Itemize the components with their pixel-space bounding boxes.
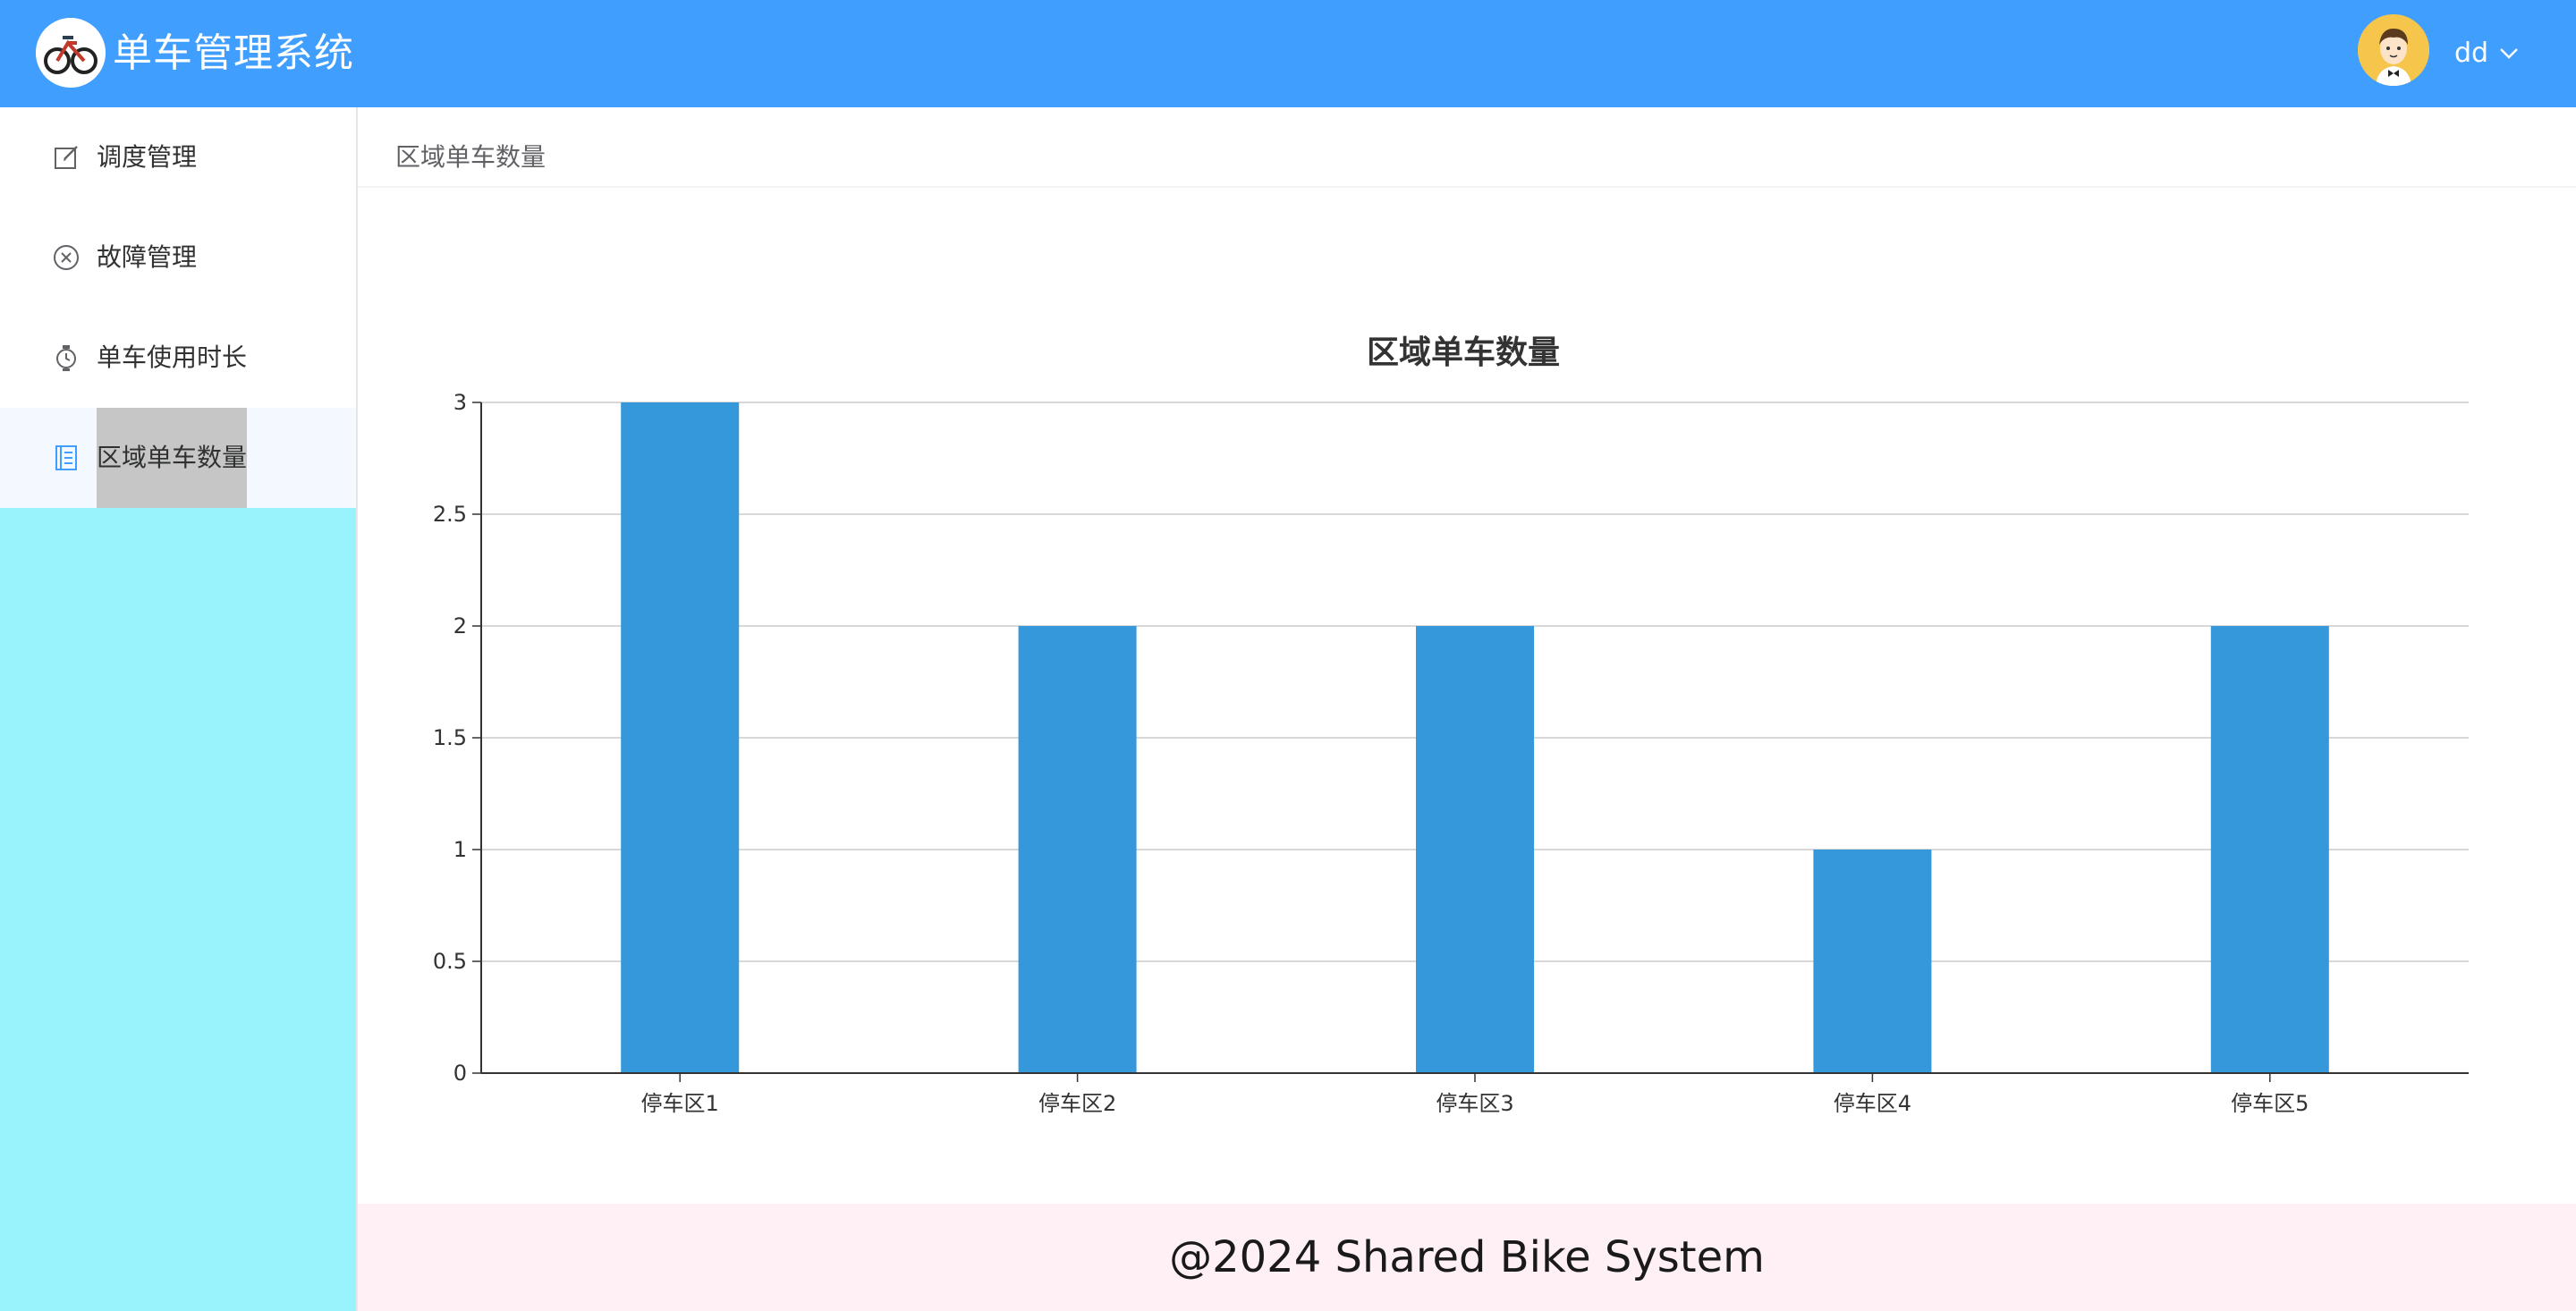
user-avatar-icon[interactable] [2358,14,2429,86]
x-tick-label: 停车区2 [1038,1091,1116,1116]
x-tick-label: 停车区1 [641,1091,719,1116]
y-tick-label: 2.5 [433,502,467,527]
y-tick-label: 0.5 [433,949,467,974]
footer-text: @2024 Shared Bike System [1169,1232,1765,1282]
chart-axes [472,402,2469,1082]
x-tick-label: 停车区5 [2231,1091,2309,1116]
y-tick-label: 1.5 [433,725,467,750]
bar-chart: 区域单车数量 0 0.5 1 1.5 2 2.5 3 停车区1 停车区2 停车区3 停车区4 停车区… [358,107,2576,1204]
notebook-icon [52,444,80,472]
user-name[interactable]: dd [2454,38,2489,69]
chart-x-tick-labels: 停车区1 停车区2 停车区3 停车区4 停车区5 [641,1091,2309,1116]
sidebar-item-dispatch[interactable]: 调度管理 [0,107,356,207]
sidebar-item-fault[interactable]: 故障管理 [0,207,356,308]
bar[interactable] [1813,850,1932,1073]
chevron-down-icon[interactable] [2499,47,2519,61]
chart-title: 区域单车数量 [1367,334,1560,371]
top-header: 单车管理系统 dd [0,0,2576,107]
sidebar-item-usage-duration[interactable]: 单车使用时长 [0,308,356,408]
watch-icon [52,343,80,372]
edit-icon [52,143,80,172]
sidebar-item-region-count[interactable]: 区域单车数量 [0,408,356,508]
bar[interactable] [621,402,740,1073]
bar[interactable] [2210,626,2329,1073]
x-tick-label: 停车区4 [1834,1091,1911,1116]
sidebar-item-label: 调度管理 [97,142,198,172]
bar[interactable] [1416,626,1534,1073]
circle-close-icon [52,243,80,272]
text-selection-highlight [97,408,247,508]
sidebar-menu: 调度管理 故障管理 单车使用时长 [0,107,356,508]
app-title: 单车管理系统 [113,30,354,76]
y-tick-label: 3 [453,390,467,415]
sidebar-item-label: 故障管理 [97,242,198,272]
bike-logo-icon [36,18,106,88]
breadcrumb: 区域单车数量 [395,142,547,172]
bar[interactable] [1018,626,1137,1073]
chart-y-tick-labels: 0 0.5 1 1.5 2 2.5 3 [433,390,467,1086]
footer: @2024 Shared Bike System [358,1204,2576,1311]
bar-chart-svg: 区域单车数量 00.511.522.53 停车区1 停车区2 停车区3 停车区4 停车区… [433,334,2469,1116]
sidebar-item-label: 区域单车数量 [97,443,248,472]
main-content: 区域单车数量 区域单车数量 0 0.5 1 1.5 2 2.5 3 停车区1 停车区2 停车区3… [358,107,2576,1204]
y-tick-label: 1 [453,837,467,862]
sidebar: 调度管理 故障管理 单车使用时长 [0,107,358,1311]
chart-bars [621,402,2329,1073]
y-tick-label: 0 [453,1061,467,1086]
x-tick-label: 停车区3 [1436,1091,1513,1116]
breadcrumb-divider [358,186,2576,188]
sidebar-item-label: 单车使用时长 [97,343,248,372]
y-tick-label: 2 [453,613,467,639]
